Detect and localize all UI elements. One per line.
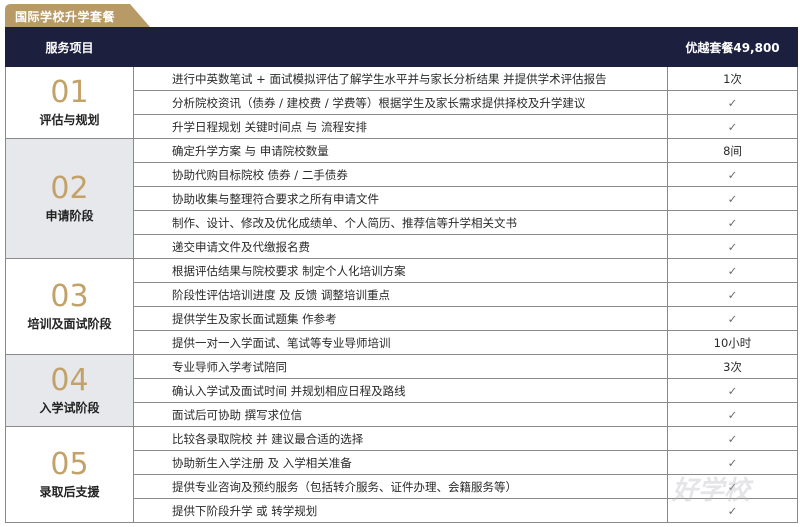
- service-item: 面试后可协助 撰写求位信: [133, 402, 668, 427]
- table-header: 服务项目 优越套餐49,800: [5, 27, 798, 67]
- stage-number: 05: [50, 447, 89, 482]
- package-value: 3次: [667, 354, 798, 379]
- service-item: 确定升学方案 与 申请院校数量: [133, 138, 668, 163]
- table-row: 提供一对一入学面试、笔试等专业导师培训 10小时: [6, 330, 798, 355]
- included-check-icon: ✓: [667, 186, 798, 211]
- table-row: 协助收集与整理符合要求之所有申请文件 ✓: [6, 186, 798, 211]
- stage-name: 评估与规划: [39, 113, 100, 127]
- stage-cell: 04 入学试阶段: [5, 354, 134, 427]
- included-check-icon: ✓: [667, 474, 798, 499]
- table-row: 04 入学试阶段 专业导师入学考试陪同 3次: [5, 354, 798, 427]
- stage-name: 申请阶段: [45, 209, 94, 223]
- stage-name: 入学试阶段: [39, 401, 100, 415]
- service-item: 提供下阶段升学 或 转学规划: [133, 498, 668, 523]
- table-row: 协助代购目标院校 债券 / 二手债券 ✓: [6, 162, 798, 187]
- table-row: 升学日程规划 关键时间点 与 流程安排 ✓: [6, 114, 798, 139]
- service-item: 提供专业咨询及预约服务（包括转介服务、证件办理、会籍服务等）: [133, 474, 668, 499]
- service-item: 协助新生入学注册 及 入学相关准备: [133, 450, 668, 475]
- service-item: 比较各录取院校 并 建议最合适的选择: [133, 426, 668, 451]
- included-check-icon: ✓: [667, 402, 798, 427]
- service-item: 分析院校资讯（债券 / 建校费 / 学费等）根据学生及家长需求提供择校及升学建议: [133, 90, 668, 115]
- table-row: 递交申请文件及代缴报名费 ✓: [6, 234, 798, 259]
- table-row: 05 录取后支援 比较各录取院校 并 建议最合适的选择 ✓: [5, 426, 798, 523]
- stage-cell: 02 申请阶段: [5, 138, 134, 259]
- package-value: 10小时: [667, 330, 798, 355]
- service-item: 确认入学试及面试时间 并规划相应日程及路线: [133, 378, 668, 403]
- package-title-tab: 国际学校升学套餐: [5, 4, 150, 27]
- stage-number: 01: [50, 75, 89, 110]
- package-value: 8间: [667, 138, 798, 163]
- service-item: 专业导师入学考试陪同: [133, 354, 668, 379]
- table-row: 提供下阶段升学 或 转学规划 ✓: [6, 498, 798, 523]
- service-item: 制作、设计、修改及优化成绩单、个人简历、推荐信等升学相关文书: [133, 210, 668, 235]
- included-check-icon: ✓: [667, 450, 798, 475]
- included-check-icon: ✓: [667, 282, 798, 307]
- included-check-icon: ✓: [667, 258, 798, 283]
- stage-name: 录取后支援: [39, 485, 100, 499]
- service-item: 协助收集与整理符合要求之所有申请文件: [133, 186, 668, 211]
- service-item: 协助代购目标院校 债券 / 二手债券: [133, 162, 668, 187]
- table-row: 02 申请阶段 确定升学方案 与 申请院校数量 8间: [5, 138, 798, 259]
- included-check-icon: ✓: [667, 114, 798, 139]
- table-row: 03 培训及面试阶段 根据评估结果与院校要求 制定个人化培训方案 ✓: [5, 258, 798, 355]
- stage-number: 04: [50, 363, 89, 398]
- service-item: 递交申请文件及代缴报名费: [133, 234, 668, 259]
- table-row: 面试后可协助 撰写求位信 ✓: [6, 402, 798, 427]
- header-service-items: 服务项目: [5, 27, 134, 67]
- included-check-icon: ✓: [667, 498, 798, 523]
- included-check-icon: ✓: [667, 210, 798, 235]
- stage-number: 02: [50, 171, 89, 206]
- stage-number: 03: [50, 279, 89, 314]
- table-row: 确认入学试及面试时间 并规划相应日程及路线 ✓: [6, 378, 798, 403]
- included-check-icon: ✓: [667, 234, 798, 259]
- header-package-price: 优越套餐49,800: [667, 27, 798, 67]
- header-blank: [133, 27, 668, 67]
- included-check-icon: ✓: [667, 306, 798, 331]
- service-item: 根据评估结果与院校要求 制定个人化培训方案: [133, 258, 668, 283]
- included-check-icon: ✓: [667, 378, 798, 403]
- service-item: 进行中英数笔试 + 面试模拟评估了解学生水平并与家长分析结果 并提供学术评估报告: [133, 66, 668, 91]
- service-item: 提供一对一入学面试、笔试等专业导师培训: [133, 330, 668, 355]
- stage-cell: 05 录取后支援: [5, 426, 134, 523]
- package-value: 1次: [667, 66, 798, 91]
- table-row: 阶段性评估培训进度 及 反馈 调整培训重点 ✓: [6, 282, 798, 307]
- stage-name: 培训及面试阶段: [27, 317, 112, 331]
- included-check-icon: ✓: [667, 426, 798, 451]
- service-table: 服务项目 优越套餐49,800 01 评估与规划 进行中英数笔试 + 面试模拟评估了…: [5, 27, 798, 523]
- included-check-icon: ✓: [667, 90, 798, 115]
- tab-shape: [5, 4, 150, 27]
- stage-cell: 03 培训及面试阶段: [5, 258, 134, 355]
- service-item: 提供学生及家长面试题集 作参考: [133, 306, 668, 331]
- table-row: 分析院校资讯（债券 / 建校费 / 学费等）根据学生及家长需求提供择校及升学建议…: [6, 90, 798, 115]
- stage-cell: 01 评估与规划: [5, 66, 134, 139]
- service-item: 升学日程规划 关键时间点 与 流程安排: [133, 114, 668, 139]
- table-row: 01 评估与规划 进行中英数笔试 + 面试模拟评估了解学生水平并与家长分析结果 并提…: [5, 66, 798, 139]
- package-title: 国际学校升学套餐: [15, 10, 116, 24]
- table-body: 01 评估与规划 进行中英数笔试 + 面试模拟评估了解学生水平并与家长分析结果 并提…: [5, 66, 798, 523]
- service-item: 阶段性评估培训进度 及 反馈 调整培训重点: [133, 282, 668, 307]
- included-check-icon: ✓: [667, 162, 798, 187]
